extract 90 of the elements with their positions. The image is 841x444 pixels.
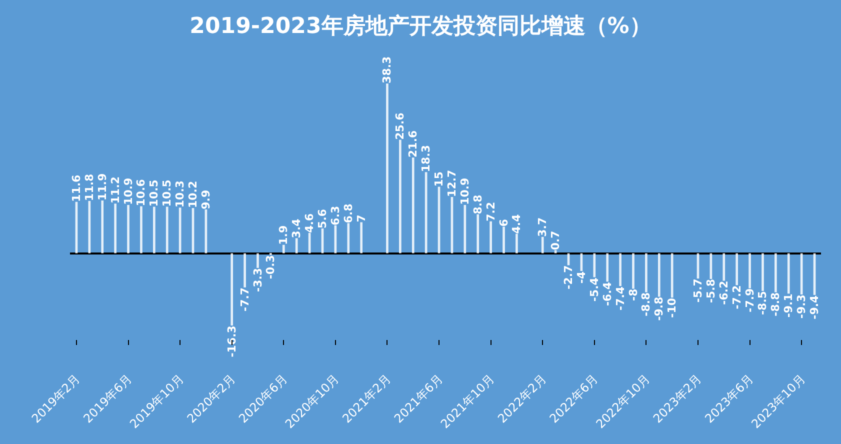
data-label: 10.5	[148, 180, 161, 207]
data-label: -7.2	[730, 285, 744, 310]
bar	[774, 253, 777, 292]
data-label: -8	[626, 288, 640, 301]
data-label: -6.4	[600, 282, 614, 306]
data-label: 10.5	[160, 180, 174, 207]
bar	[295, 238, 298, 254]
data-label: -2.7	[562, 265, 576, 290]
data-label: 6	[497, 218, 510, 227]
bar	[412, 158, 414, 254]
bar	[244, 253, 246, 288]
bar	[632, 253, 634, 289]
data-label: -7.9	[743, 288, 756, 312]
data-label: -9.1	[782, 294, 796, 318]
data-label: -5.4	[588, 277, 601, 302]
data-label: 11.2	[108, 176, 122, 204]
data-label: -7.4	[614, 286, 627, 310]
bar	[554, 250, 557, 254]
bar	[101, 200, 104, 254]
data-label: 10.6	[134, 178, 148, 206]
data-label: 10.2	[186, 180, 200, 208]
bar	[502, 226, 505, 254]
bar	[593, 253, 596, 278]
data-label: 10.9	[458, 178, 472, 205]
bar	[230, 253, 234, 326]
data-label: -5.7	[691, 278, 704, 303]
data-label: 25.6	[394, 112, 407, 140]
bar	[166, 206, 168, 254]
data-label: 10.3	[174, 180, 187, 208]
data-label: 9.9	[199, 190, 212, 210]
data-label: 8.8	[471, 194, 484, 214]
bar	[114, 204, 116, 254]
data-label: 10.9	[122, 178, 135, 205]
data-label: 3.7	[536, 217, 550, 237]
bar	[658, 253, 660, 297]
bar	[516, 234, 518, 254]
bar	[490, 221, 492, 254]
chart-title: 2019-2023年房地产开发投资同比增速（%）	[190, 13, 652, 40]
bar	[645, 253, 648, 292]
bar	[606, 253, 609, 282]
bar	[127, 204, 130, 254]
bar	[360, 222, 362, 254]
data-label: 3.4	[290, 218, 304, 238]
bar	[386, 83, 388, 254]
data-label: 18.3	[420, 144, 433, 172]
bar	[476, 214, 480, 254]
data-label: 6.3	[328, 206, 342, 226]
data-label: 6.8	[342, 204, 355, 224]
data-label: 0.7	[549, 230, 562, 250]
data-label: -9.8	[652, 296, 666, 321]
bar	[722, 253, 726, 281]
bar	[282, 244, 285, 254]
data-label: -9.3	[795, 294, 808, 319]
data-label: -9.4	[808, 294, 822, 320]
data-label: -4	[574, 271, 588, 284]
data-label: 21.6	[406, 130, 420, 158]
bar	[541, 236, 544, 254]
bar	[787, 253, 790, 294]
data-label: 4.4	[510, 214, 524, 234]
bar	[153, 206, 156, 254]
data-label: 4.6	[303, 213, 316, 233]
data-label: -8.8	[769, 292, 782, 316]
data-label: -8.8	[640, 292, 653, 316]
data-label: 7	[354, 214, 368, 222]
data-label: 15	[432, 171, 446, 187]
data-label: 5.6	[316, 208, 329, 228]
data-label: -6.2	[717, 280, 730, 305]
bar	[736, 253, 738, 286]
bar	[619, 253, 622, 286]
data-label: 1.9	[277, 225, 290, 245]
data-label: -10	[666, 298, 679, 318]
data-label: 38.3	[380, 56, 394, 84]
data-label: 7.2	[484, 202, 498, 222]
bar	[748, 253, 751, 288]
data-label: 12.7	[445, 170, 458, 197]
data-label: -16.3	[225, 326, 238, 358]
data-label: -5.8	[704, 278, 718, 304]
data-label: 11.6	[70, 174, 83, 202]
bar	[762, 253, 764, 291]
data-label: -3.3	[251, 268, 264, 292]
bar	[347, 223, 350, 254]
bar	[670, 253, 674, 298]
bar	[140, 206, 142, 254]
bar	[256, 253, 259, 268]
data-label: -8.5	[756, 290, 770, 316]
bar	[399, 140, 402, 254]
data-label: 11.8	[82, 174, 96, 201]
data-label: 11.9	[96, 173, 109, 201]
data-label: -0.3	[264, 255, 278, 280]
data-label: -7.7	[238, 287, 252, 312]
